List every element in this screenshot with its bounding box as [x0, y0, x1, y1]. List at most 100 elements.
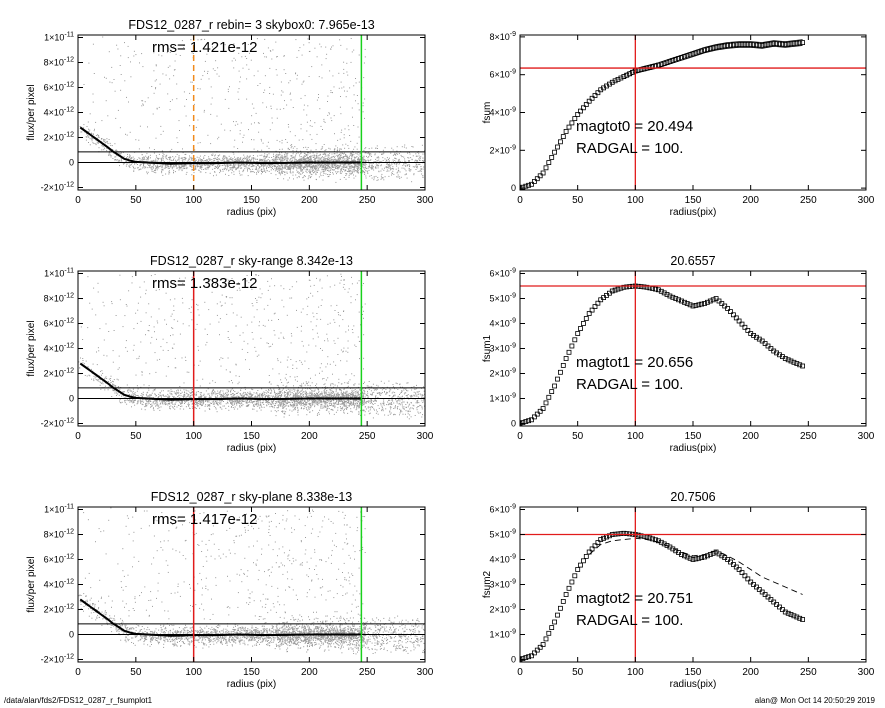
scatter-point [416, 160, 418, 162]
scatter-point [230, 403, 232, 404]
scatter-point [368, 154, 370, 155]
scatter-point [195, 391, 197, 393]
scatter-point [191, 52, 193, 54]
scatter-point [404, 160, 405, 162]
scatter-point [323, 167, 325, 169]
scatter-point [229, 167, 231, 169]
scatter-point [348, 168, 349, 170]
scatter-point [276, 153, 278, 155]
scatter-point [395, 168, 397, 170]
scatter-point [290, 165, 292, 167]
scatter-point [322, 166, 324, 168]
scatter-point [239, 334, 241, 336]
scatter-point [320, 318, 322, 320]
scatter-point [401, 167, 403, 169]
scatter-point [356, 95, 358, 96]
scatter-point [302, 172, 303, 174]
scatter-point [132, 156, 134, 158]
scatter-point [161, 400, 163, 402]
scatter-point [286, 172, 288, 174]
scatter-point [210, 103, 212, 105]
scatter-point [231, 403, 233, 405]
scatter-point [302, 157, 304, 159]
scatter-point [275, 154, 277, 156]
scatter-point [357, 166, 358, 167]
scatter-point [395, 158, 397, 160]
scatter-point [237, 148, 239, 149]
scatter-point [324, 156, 326, 158]
scatter-point [327, 174, 329, 175]
scatter-point [189, 163, 191, 165]
scatter-point [329, 153, 331, 155]
scatter-point [344, 404, 346, 406]
scatter-point [296, 171, 298, 173]
scatter-point [246, 159, 248, 161]
scatter-point [237, 165, 239, 166]
scatter-point [173, 166, 175, 168]
scatter-point [101, 382, 103, 384]
scatter-point [420, 168, 422, 170]
scatter-point [334, 148, 336, 150]
scatter-point [153, 164, 155, 166]
scatter-point [156, 399, 158, 401]
scatter-point [215, 393, 217, 395]
scatter-point [232, 169, 233, 171]
scatter-point [309, 172, 311, 173]
scatter-point [311, 161, 312, 162]
scatter-point [232, 166, 233, 168]
scatter-point [183, 165, 185, 167]
scatter-point [238, 157, 240, 159]
scatter-point [263, 92, 265, 93]
y-tick-label: 2×10-9 [489, 144, 516, 155]
data-point [702, 47, 707, 53]
scatter-point [338, 165, 340, 167]
scatter-point [357, 152, 359, 154]
scatter-point [354, 169, 356, 171]
scatter-point [151, 86, 153, 87]
scatter-point [394, 152, 396, 154]
scatter-point [329, 163, 330, 165]
scatter-point [325, 406, 327, 407]
scatter-point [306, 160, 308, 162]
scatter-point [249, 396, 251, 398]
scatter-point [327, 323, 329, 325]
scatter-point [176, 390, 177, 392]
y-tick-label: 1×10-11 [44, 32, 74, 43]
scatter-point [278, 171, 280, 173]
scatter-point [282, 165, 284, 167]
scatter-point [287, 161, 289, 163]
scatter-point [209, 166, 211, 168]
scatter-point [307, 165, 308, 167]
scatter-point [129, 155, 131, 157]
scatter-point [324, 152, 326, 154]
scatter-point [284, 165, 286, 167]
scatter-point [387, 164, 389, 166]
scatter-point [212, 153, 214, 155]
scatter-point [319, 400, 321, 402]
scatter-point [196, 164, 198, 166]
scatter-point [154, 394, 156, 396]
scatter-point [308, 175, 310, 177]
scatter-point [322, 146, 324, 148]
scatter-point [346, 155, 347, 157]
scatter-point [320, 125, 322, 127]
scatter-point [184, 391, 185, 393]
scatter-point [363, 317, 364, 319]
scatter-point [185, 153, 187, 155]
scatter-point [341, 171, 343, 173]
scatter-point [86, 133, 88, 135]
scatter-point [279, 148, 281, 150]
scatter-point [143, 156, 145, 158]
scatter-point [130, 76, 132, 78]
scatter-point [415, 153, 417, 155]
scatter-point [242, 137, 244, 138]
scatter-point [362, 171, 364, 172]
scatter-point [306, 402, 308, 404]
scatter-point [245, 157, 247, 159]
scatter-point [226, 164, 228, 166]
scatter-point [328, 147, 330, 149]
scatter-point [259, 158, 261, 160]
scatter-point [176, 83, 178, 85]
scatter-point [203, 163, 205, 165]
scatter-point [173, 319, 175, 321]
